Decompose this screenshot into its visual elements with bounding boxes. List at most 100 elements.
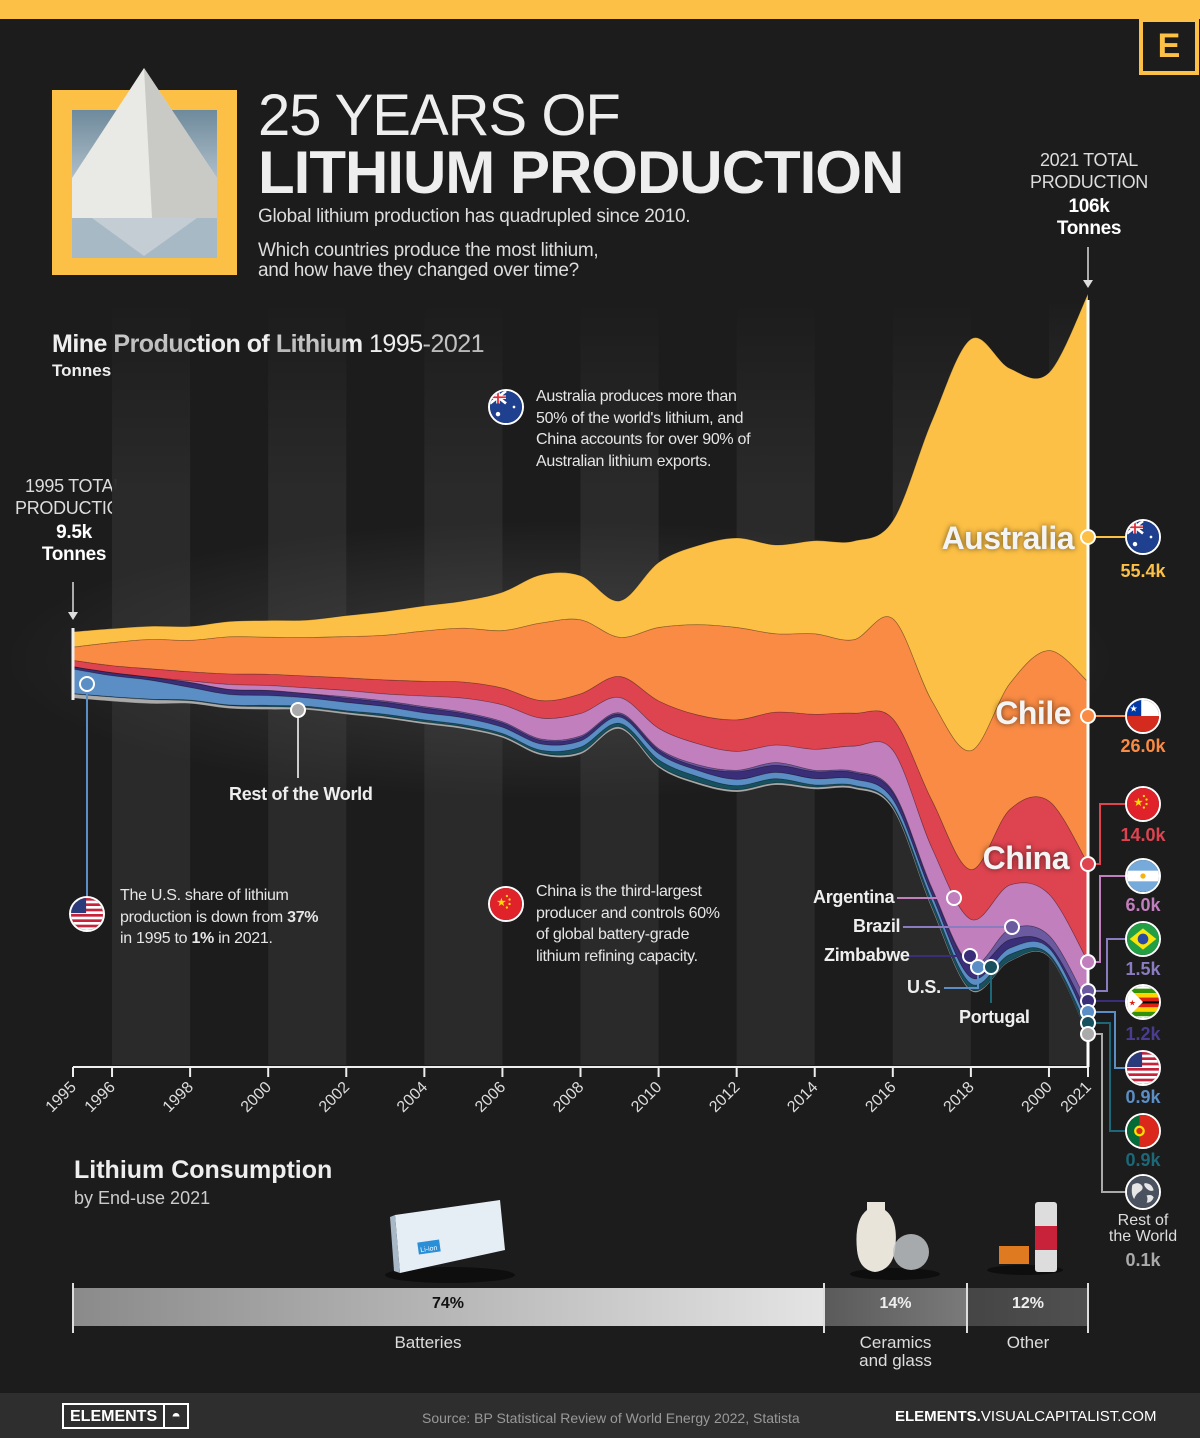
segment-ceramics (824, 1288, 967, 1326)
divider (1087, 1283, 1089, 1333)
annotation-text: in 2021. (213, 930, 273, 947)
annotation-line: 50% of the world's lithium, and (536, 409, 744, 427)
total-2021-value: 106k (1068, 196, 1110, 217)
annotation-line: The U.S. share of lithium (120, 887, 289, 904)
marker-rest-of-the-world (1080, 1026, 1096, 1042)
leader-portugal (1088, 1022, 1125, 1132)
x-tick-label: 1998 (160, 1079, 197, 1116)
x-tick-label: 2002 (316, 1079, 353, 1116)
label-ceramics: Ceramics and glass (824, 1334, 967, 1370)
x-tick-label: 2000 (238, 1079, 275, 1116)
marker-zimbabwe-2018 (962, 948, 978, 964)
annotation-line: China is the third-largest (536, 883, 702, 900)
x-tick-label: 1995 (43, 1079, 80, 1116)
segment-other (967, 1288, 1089, 1326)
x-tick-label: 2016 (862, 1079, 899, 1116)
marker-china (1080, 856, 1096, 872)
label-line: Ceramics (859, 1333, 932, 1352)
total-2021: 2021 TOTAL PRODUCTION 106k Tonnes (1018, 149, 1160, 240)
pct-ceramics: 14% (879, 1295, 912, 1312)
annotation-bold: 37% (287, 908, 319, 926)
zimbabwe-flag-icon: ★ (1125, 984, 1161, 1020)
annotation-line: producer and controls 60% (536, 904, 720, 922)
annotation-text: production is down from (120, 908, 288, 926)
title-line-1: 25 YEARS OF (258, 83, 621, 148)
label-line: and glass (859, 1351, 932, 1370)
label-other: Other (1006, 1333, 1050, 1352)
site-rest: VISUALCAPITALIST.COM (980, 1408, 1157, 1425)
site-bold: ELEMENTS. (895, 1408, 981, 1425)
leader-us (1088, 1011, 1125, 1069)
total-1995-label: 1995 TOTAL (24, 476, 124, 496)
svg-text:★: ★ (1133, 797, 1143, 809)
label-batteries: Batteries (394, 1333, 462, 1352)
pct-other: 12% (1011, 1295, 1045, 1312)
label-argentina: Argentina (813, 887, 895, 907)
value-chile: 26.0k (1120, 736, 1166, 756)
title-line-2: LITHIUM PRODUCTION (258, 139, 904, 206)
value-china: 14.0k (1120, 825, 1166, 845)
total-1995-value: 9.5k (56, 522, 92, 543)
rest-of-world-legend-label: Rest of the World (1103, 1213, 1183, 1245)
question-line-1: Which countries produce the most lithium… (258, 240, 599, 261)
marker-australia (1080, 529, 1096, 545)
label-rest-of-world: Rest of the World (229, 784, 373, 804)
x-tick-label: 2008 (550, 1079, 587, 1116)
other-products-image (987, 1202, 1063, 1275)
x-tick-label: 2000 (1019, 1079, 1056, 1116)
svg-text:★: ★ (496, 897, 506, 909)
x-tick-label: 2006 (472, 1079, 509, 1116)
segment-batteries (72, 1288, 824, 1326)
label-zimbabwe: Zimbabwe (824, 945, 910, 965)
us-flag-icon-annotation (69, 896, 105, 932)
marker-rest-of-world (290, 702, 306, 718)
chart-unit: Tonnes (52, 361, 112, 380)
ceramic-vase-image (850, 1202, 940, 1280)
australia-flag-icon (1125, 519, 1161, 555)
marker-us-1995 (79, 676, 95, 692)
label-china: China (982, 840, 1070, 876)
marker-us-2018 (970, 959, 986, 975)
label-us: U.S. (907, 977, 941, 997)
source-text: Source: BP Statistical Review of World E… (422, 1410, 800, 1426)
marker-brazil-2019 (1004, 919, 1020, 935)
portugal-flag-icon (1125, 1113, 1161, 1149)
total-2021-label: 2021 TOTAL (1039, 150, 1139, 170)
x-tick-label: 1996 (82, 1079, 119, 1116)
pct-batteries: 74% (431, 1295, 465, 1312)
divider (966, 1283, 968, 1333)
leader-brazil (1088, 938, 1125, 992)
us-annotation: The U.S. share of lithium production is … (120, 885, 319, 950)
globe-icon (1125, 1174, 1161, 1210)
legend-line: Rest of (1117, 1212, 1169, 1229)
battery-image: Li-ion (385, 1200, 515, 1283)
annotation-bold: 1% (191, 930, 214, 947)
label-portugal: Portugal (959, 1007, 1030, 1027)
divider (823, 1283, 825, 1333)
subtitle: Global lithium production has quadrupled… (258, 206, 691, 227)
elements-brand-logo[interactable]: ELEMENTS ◓ (62, 1403, 190, 1429)
x-tick-label: 2012 (706, 1079, 743, 1116)
china-annotation: China is the third-largest producer and … (536, 881, 720, 967)
x-tick-label: 2021 (1058, 1079, 1095, 1116)
lithium-salt-pile-image (72, 68, 217, 258)
argentina-flag-icon (1125, 858, 1161, 894)
label-chile: Chile (995, 695, 1071, 731)
australia-annotation: Australia produces more than 50% of the … (536, 386, 751, 472)
value-us: 0.9k (1125, 1087, 1161, 1107)
svg-text:★: ★ (1130, 704, 1138, 714)
brazil-flag-icon (1125, 921, 1161, 957)
brand-text: ELEMENTS (70, 1408, 158, 1425)
total-2021-label-2: PRODUCTION (1030, 172, 1148, 192)
label-brazil: Brazil (853, 916, 901, 936)
consumption-subtitle: by End-use 2021 (74, 1188, 211, 1208)
total-1995-label-2: PRODUCTION (15, 498, 133, 518)
value-portugal: 0.9k (1125, 1150, 1161, 1170)
legend-line: the World (1108, 1228, 1178, 1245)
china-flag-icon: ★ (1125, 786, 1161, 822)
marker-argentina (1080, 954, 1096, 970)
annotation-line: Australia produces more than (536, 388, 737, 405)
top-accent-bar (0, 0, 1200, 19)
site-link[interactable]: ELEMENTS.VISUALCAPITALIST.COM (895, 1408, 1156, 1425)
